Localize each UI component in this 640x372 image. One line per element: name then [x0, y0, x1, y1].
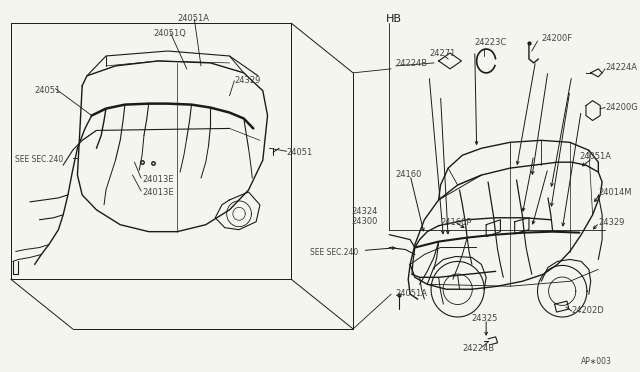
Text: 24160P: 24160P — [440, 218, 472, 227]
Text: 24051: 24051 — [287, 148, 313, 157]
Text: 24324: 24324 — [351, 207, 378, 216]
Text: 24329: 24329 — [598, 218, 625, 227]
Text: 24200F: 24200F — [541, 34, 572, 43]
Text: SEE SEC.240: SEE SEC.240 — [310, 247, 358, 257]
Text: 24051Q: 24051Q — [154, 29, 186, 38]
Text: 24051A: 24051A — [396, 289, 428, 298]
Text: 24300: 24300 — [351, 217, 378, 226]
Text: 24051: 24051 — [35, 86, 61, 95]
Text: 24013E: 24013E — [142, 188, 173, 197]
Text: AP∗003: AP∗003 — [581, 357, 612, 366]
Text: 24224B: 24224B — [396, 59, 428, 68]
Text: 24200G: 24200G — [605, 103, 637, 112]
Text: 24160: 24160 — [396, 170, 422, 179]
Text: 24325: 24325 — [471, 314, 497, 323]
Text: 24224A: 24224A — [605, 63, 637, 72]
Text: 24014M: 24014M — [598, 188, 632, 197]
Text: 24223C: 24223C — [475, 38, 507, 47]
Text: HB: HB — [385, 14, 401, 24]
Text: 24224B: 24224B — [463, 344, 495, 353]
Text: 24013E: 24013E — [142, 175, 173, 184]
Text: 24051A: 24051A — [177, 14, 209, 23]
Text: SEE SEC.240: SEE SEC.240 — [15, 155, 63, 164]
Text: 24202D: 24202D — [572, 306, 604, 315]
Text: 24051A: 24051A — [579, 152, 611, 161]
Text: 24329: 24329 — [234, 76, 260, 85]
Text: 24271: 24271 — [429, 49, 456, 58]
